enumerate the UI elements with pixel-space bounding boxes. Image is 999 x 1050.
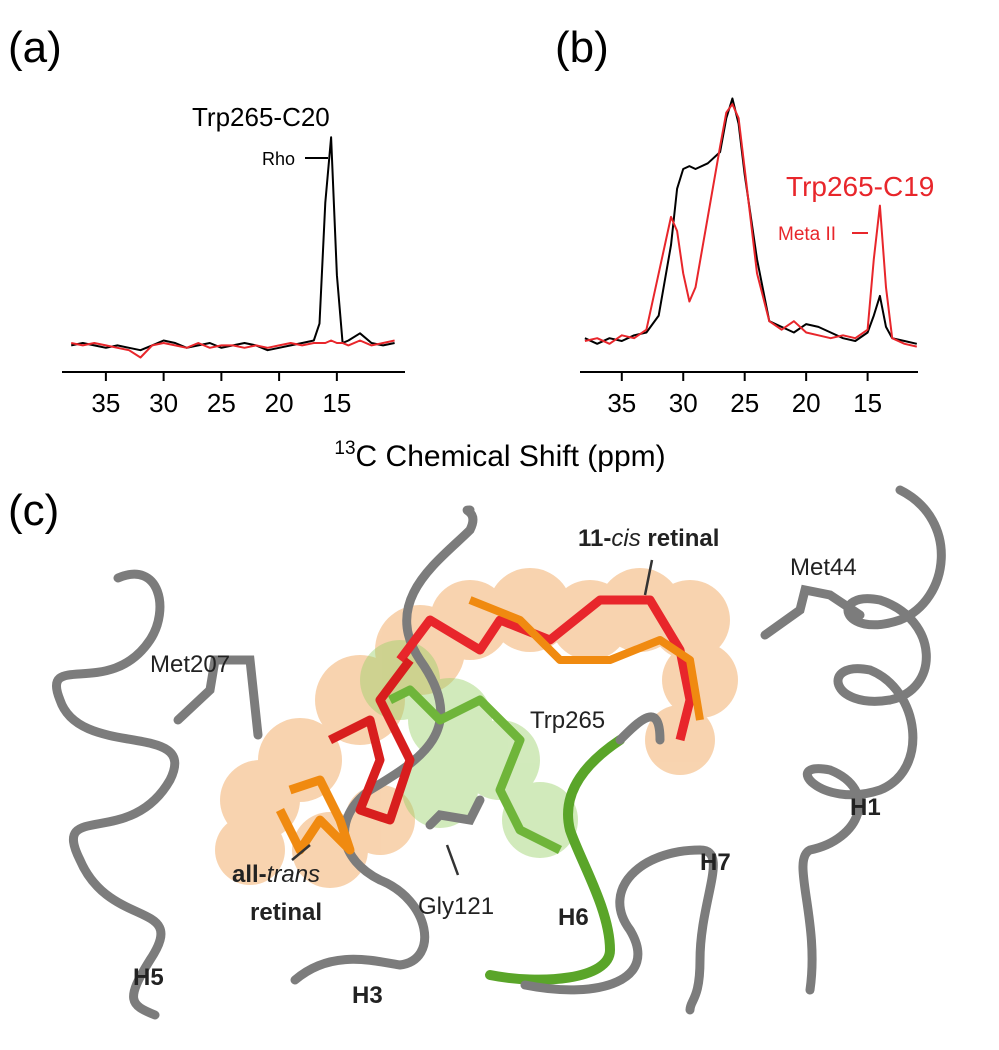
panel-label: (a) — [8, 23, 62, 72]
x-tick-label: 35 — [607, 388, 636, 418]
retinal-11cis-b — [468, 596, 704, 721]
gly121 — [425, 795, 485, 830]
annotation: Rho — [262, 149, 295, 169]
residue-label: Gly121 — [418, 893, 494, 920]
annotation: Trp265-C19 — [786, 171, 934, 202]
label-part: cis — [611, 525, 640, 552]
label-11cis: 11-cis retinal — [578, 525, 719, 552]
spectrum — [584, 103, 918, 348]
annotation: Meta II — [778, 224, 836, 245]
panel-label: (c) — [8, 486, 59, 535]
helix-label: H3 — [352, 982, 383, 1009]
panel-label: (b) — [555, 23, 609, 72]
retinal-alltrans-red — [327, 657, 415, 825]
x-tick-label: 15 — [322, 388, 351, 418]
x-tick-label: 30 — [669, 388, 698, 418]
residue-label: Trp265 — [530, 707, 605, 734]
spectrum — [70, 339, 395, 359]
helix-h6 — [485, 735, 625, 985]
label-part: 11- — [578, 525, 611, 552]
x-tick-label: 20 — [792, 388, 821, 418]
helix-label: H7 — [700, 849, 731, 876]
spectrum — [70, 136, 395, 352]
label-part: all- — [232, 861, 267, 888]
helix-label: H6 — [558, 904, 589, 931]
helix-h7-top — [615, 712, 665, 745]
x-tick-label: 20 — [265, 388, 294, 418]
residue-label: Met207 — [150, 651, 230, 678]
annotation: Trp265-C20 — [192, 102, 330, 132]
x-tick-label: 25 — [207, 388, 236, 418]
helix-h1 — [798, 485, 946, 995]
label-part: trans — [267, 861, 320, 888]
residue-label: Met44 — [790, 554, 857, 581]
helix-label: H5 — [133, 964, 164, 991]
retinal-alltrans — [275, 775, 355, 855]
helix-label: H1 — [850, 794, 881, 821]
label-alltrans: all-trans — [232, 861, 320, 888]
leader — [643, 559, 654, 596]
x-tick-label: 35 — [91, 388, 120, 418]
x-tick-label: 30 — [149, 388, 178, 418]
leader — [291, 844, 311, 861]
label-retinal: retinal — [250, 899, 322, 926]
x-tick-label: 25 — [730, 388, 759, 418]
superscript: 13 — [334, 438, 355, 459]
retinal-11cis — [396, 595, 695, 742]
x-tick-label: 15 — [853, 388, 882, 418]
label-text: C Chemical Shift (ppm) — [356, 440, 666, 473]
label-part: retinal — [641, 525, 720, 552]
helix-h5 — [52, 569, 180, 1020]
met207 — [173, 655, 263, 740]
trp265 — [387, 685, 563, 855]
leader — [445, 844, 460, 876]
helix-h7 — [520, 845, 718, 1015]
met44 — [760, 584, 865, 640]
x-axis-label: 13C Chemical Shift (ppm) — [334, 438, 665, 473]
structure: (c) 11-cis retinal all-trans retinal Met… — [8, 485, 946, 1020]
